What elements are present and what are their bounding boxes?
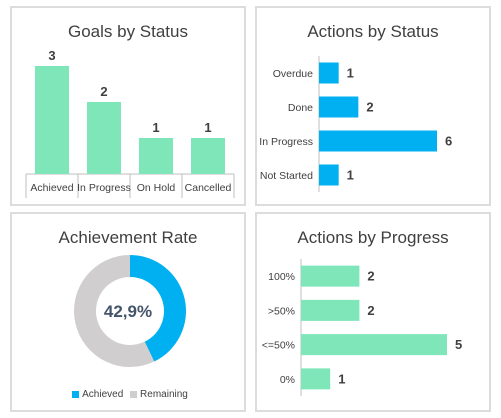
- data-label: 1: [338, 371, 345, 386]
- legend-label-remaining: Remaining: [140, 388, 188, 400]
- goals-by-status-panel: Goals by Status 3 Achieved 2 In Progress 1 On…: [10, 6, 246, 206]
- donut-slice-achieved: [130, 255, 187, 362]
- bar: [319, 164, 339, 186]
- category-label: >50%: [268, 305, 295, 317]
- achievement-rate-chart: [74, 255, 187, 367]
- bar: [139, 138, 173, 174]
- data-label: 5: [455, 337, 462, 352]
- data-label: 1: [152, 120, 159, 135]
- legend-swatch-achieved: [72, 390, 80, 398]
- chart-title: Achievement Rate: [58, 228, 198, 247]
- achievement-rate-panel: Achievement Rate 42,9% Achieved Remainin…: [10, 212, 246, 412]
- actions-by-progress-panel: Actions by Progress 2 100% 2 >50% 5 <=50% 1 0%: [255, 212, 491, 412]
- chart-title: Goals by Status: [67, 22, 188, 41]
- donut-center-label: 42,9%: [103, 302, 153, 321]
- data-label: 1: [347, 168, 354, 183]
- category-label: Overdue: [273, 68, 313, 80]
- goals-by-status-chart: 3 Achieved 2 In Progress 1 On Hold 1 Cancelled: [25, 48, 235, 198]
- bar: [319, 96, 359, 118]
- chart-title: Actions by Status: [307, 22, 439, 41]
- data-label: 2: [367, 303, 374, 318]
- chart-legend: Achieved Remaining: [12, 389, 244, 400]
- bar: [301, 368, 331, 390]
- bar: [301, 299, 360, 321]
- bar: [87, 102, 121, 174]
- legend-swatch-remaining: [130, 390, 138, 398]
- category-label: Done: [288, 102, 313, 114]
- bar: [191, 138, 225, 174]
- chart-title: Actions by Progress: [297, 228, 449, 247]
- category-label: In Progress: [259, 136, 313, 148]
- category-label: Achieved: [30, 182, 73, 194]
- data-label: 2: [366, 100, 373, 115]
- data-label: 2: [100, 84, 107, 99]
- category-label: 100%: [268, 271, 295, 283]
- category-label: Not Started: [260, 170, 313, 182]
- data-label: 3: [48, 48, 55, 63]
- bar: [35, 66, 69, 174]
- category-label: 0%: [280, 374, 295, 386]
- donut-slice-remaining: [74, 255, 155, 367]
- actions-by-progress-chart: 2 100% 2 >50% 5 <=50% 1 0%: [262, 259, 462, 396]
- data-label: 1: [347, 66, 354, 81]
- category-label: On Hold: [137, 182, 176, 194]
- bar: [301, 334, 447, 356]
- category-label: In Progress: [77, 182, 131, 194]
- category-label: <=50%: [262, 340, 295, 352]
- data-label: 1: [204, 120, 211, 135]
- bar: [301, 265, 360, 287]
- data-label: 2: [367, 269, 374, 284]
- data-label: 6: [445, 134, 452, 149]
- bar: [319, 130, 437, 152]
- legend-label-achieved: Achieved: [82, 388, 124, 400]
- actions-by-status-chart: 1 Overdue 2 Done 6 In Progress 1 Not Started: [259, 56, 452, 192]
- category-label: Cancelled: [185, 182, 232, 194]
- actions-by-status-panel: Actions by Status 1 Overdue 2 Done 6 In Progr…: [255, 6, 491, 206]
- bar: [319, 62, 339, 84]
